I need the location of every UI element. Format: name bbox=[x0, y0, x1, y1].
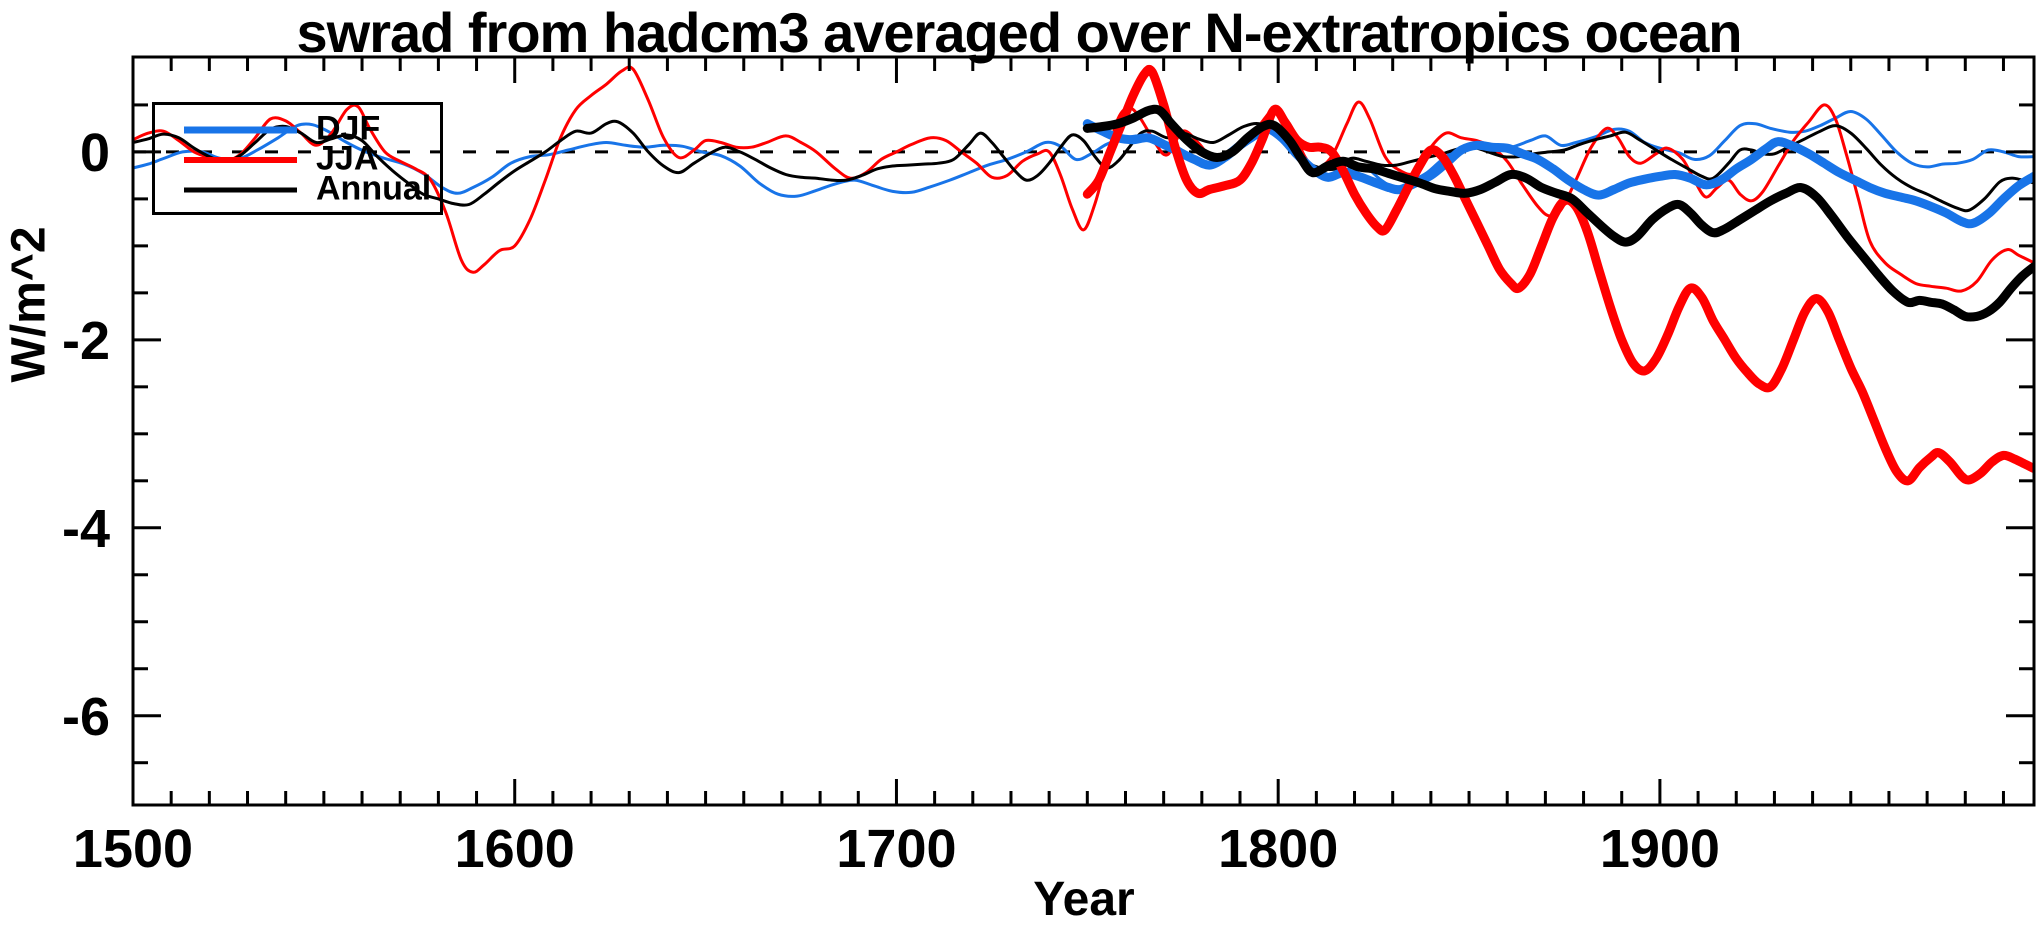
x-tick-label: 1700 bbox=[836, 819, 957, 879]
x-tick-label: 1500 bbox=[72, 819, 194, 879]
series-annual-thick-line bbox=[1082, 104, 2034, 322]
series-jja-thick-line bbox=[1082, 65, 2034, 486]
legend: DJF JJA Annual bbox=[152, 102, 443, 215]
chart-title: swrad from hadcm3 averaged over N-extrat… bbox=[296, 1, 1742, 64]
y-tick-label: -4 bbox=[61, 498, 110, 559]
y-tick-label: -6 bbox=[61, 686, 110, 747]
legend-label: JJA bbox=[316, 139, 379, 178]
y-tick-label: -2 bbox=[61, 310, 110, 371]
y-tick-label: 0 bbox=[79, 122, 110, 183]
legend-line-sample bbox=[184, 157, 297, 163]
x-tick-label: 1600 bbox=[454, 819, 575, 879]
x-axis-title: Year bbox=[1033, 873, 1135, 926]
axes-frame bbox=[131, 55, 2036, 807]
series-annual-thin-line bbox=[133, 119, 2034, 213]
x-tick-label: 1800 bbox=[1218, 819, 1339, 879]
legend-line-sample bbox=[184, 187, 297, 193]
legend-line-sample bbox=[184, 126, 297, 134]
x-tick-label: 1900 bbox=[1599, 819, 1720, 879]
legend-item-jja: JJA bbox=[155, 139, 440, 178]
legend-label: DJF bbox=[316, 109, 381, 148]
legend-label: Annual bbox=[316, 169, 432, 208]
legend-item-djf: DJF bbox=[155, 109, 440, 148]
legend-item-annual: Annual bbox=[155, 169, 440, 208]
